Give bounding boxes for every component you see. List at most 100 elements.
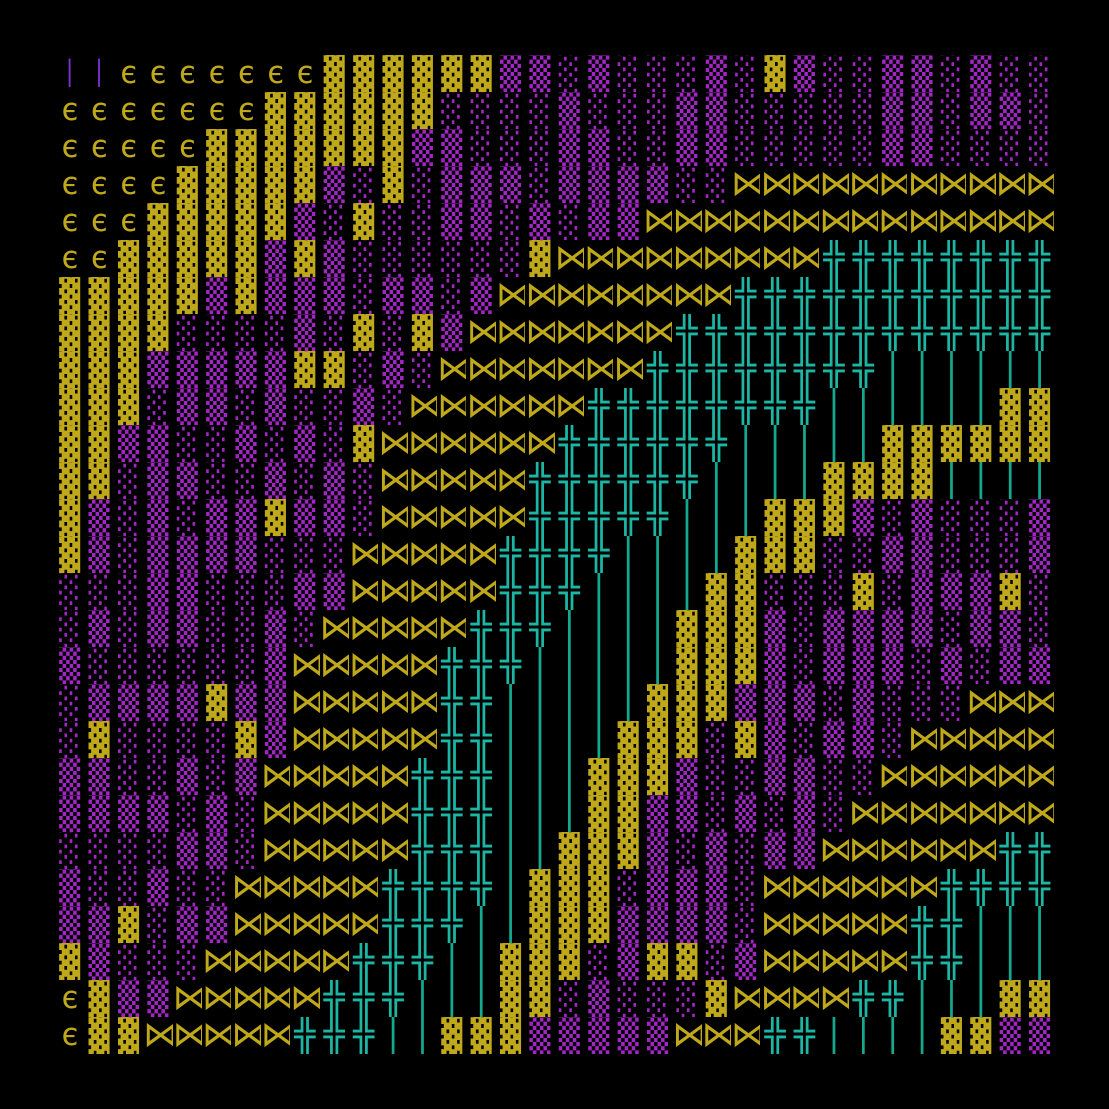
medium-shade-block: ▒ (235, 536, 257, 573)
bowtie-glyph: ⋈ (642, 240, 673, 277)
vertical-bar-glyph: │ (970, 388, 992, 425)
dense-mesh-block: ▓ (235, 240, 257, 277)
light-shade-block: ░ (470, 92, 492, 129)
medium-shade-block: ▒ (206, 906, 228, 943)
vertical-bar-glyph: │ (1029, 351, 1051, 388)
double-cross-glyph: ╬ (470, 721, 492, 758)
bowtie-glyph: ⋈ (584, 314, 614, 351)
light-shade-block: ░ (323, 536, 345, 573)
bowtie-glyph: ⋈ (407, 388, 438, 425)
double-cross-glyph: ╬ (852, 980, 874, 1017)
dense-mesh-block: ▓ (676, 721, 698, 758)
medium-shade-block: ▒ (999, 92, 1021, 129)
bowtie-glyph: ⋈ (319, 795, 349, 832)
double-cross-glyph: ╬ (735, 388, 757, 425)
light-shade-block: ░ (735, 906, 757, 943)
double-cross-glyph: ╬ (588, 536, 610, 573)
vertical-bar-glyph: │ (617, 573, 639, 610)
double-cross-glyph: ╬ (353, 943, 375, 980)
light-shade-block: ░ (117, 462, 140, 499)
eye-glyph: є (89, 92, 109, 128)
medium-shade-block: ▒ (646, 795, 669, 832)
bowtie-glyph: ⋈ (966, 758, 996, 795)
vertical-bar-glyph: │ (588, 610, 610, 647)
double-cross-glyph: ╬ (999, 277, 1021, 314)
glyph-row: ▓ ▓ ▓ ▓ ▓ ▒ ▓ ▒ ▒ ▒ ░ ▒ ▒ ░ ▒ ⋈⋈⋈⋈⋈⋈⋈⋈╬ ╬ ╬ ╬ ╬ ╬ ╬ ╬ ╬ ╬ ╬ (55, 277, 1055, 314)
double-cross-glyph: ╬ (323, 980, 345, 1017)
light-shade-block: ░ (882, 499, 904, 536)
medium-shade-block: ▒ (558, 129, 580, 166)
light-shade-block: ░ (59, 832, 81, 869)
light-shade-block: ░ (59, 684, 81, 721)
double-cross-glyph: ╬ (588, 425, 610, 462)
dense-mesh-block: ▓ (705, 684, 727, 721)
medium-shade-block: ▒ (529, 203, 551, 240)
light-shade-block: ░ (353, 166, 375, 203)
bowtie-glyph: ⋈ (466, 499, 496, 536)
light-shade-block: ░ (676, 832, 698, 869)
light-shade-block: ░ (588, 92, 610, 129)
double-cross-glyph: ╬ (646, 388, 669, 425)
light-shade-block: ░ (793, 610, 815, 647)
glyph-row: ▓ ▒ ░ ░ ░ ⋈⋈⋈⋈⋈╬ ╬ ╬ │ │ ▓ ▓ ▓ ░ ▒ ▓ ▓ ░ ▒ ⋈⋈⋈⋈⋈╬ ╬ │ │ │ (55, 943, 1055, 980)
vertical-bar-glyph: │ (676, 499, 698, 536)
double-cross-glyph: ╬ (470, 869, 492, 906)
bowtie-glyph: ⋈ (525, 277, 555, 314)
medium-shade-block: ▒ (588, 55, 610, 92)
dense-mesh-block: ▓ (264, 203, 286, 240)
eye-glyph: є (236, 92, 256, 128)
vertical-bar-glyph: │ (529, 721, 551, 758)
medium-shade-block: ▒ (206, 832, 228, 869)
light-shade-block: ░ (176, 314, 198, 351)
vertical-bar-glyph: │ (646, 647, 669, 684)
dense-mesh-block: ▓ (558, 906, 580, 943)
dense-mesh-block: ▓ (235, 166, 257, 203)
bowtie-glyph: ⋈ (231, 980, 261, 1017)
medium-shade-block: ▒ (117, 425, 140, 462)
light-shade-block: ░ (852, 92, 874, 129)
glyph-row: ▓ ▓ ░ ▒ ▒ ░ ░ ▒ ░ ▒ ░ ⋈⋈⋈⋈⋈╬ ╬ ╬ ╬ ╬ ╬ │ │ │ │ ▓ ▓ ▓ ▓ │ │ │ │ (55, 462, 1055, 499)
medium-shade-block: ▒ (235, 425, 257, 462)
bowtie-glyph: ⋈ (290, 869, 320, 906)
double-cross-glyph: ╬ (735, 314, 757, 351)
bowtie-glyph: ⋈ (1024, 758, 1055, 795)
bowtie-glyph: ⋈ (495, 277, 526, 314)
double-cross-glyph: ╬ (588, 462, 610, 499)
light-shade-block: ░ (793, 92, 815, 129)
double-cross-glyph: ╬ (646, 499, 669, 536)
vertical-bar-glyph: │ (529, 684, 551, 721)
dense-mesh-block: ▓ (588, 869, 610, 906)
dense-mesh-block: ▓ (676, 684, 698, 721)
light-shade-block: ░ (353, 499, 375, 536)
dense-mesh-block: ▓ (382, 129, 404, 166)
bowtie-glyph: ⋈ (290, 721, 320, 758)
light-shade-block: ░ (294, 536, 316, 573)
glyph-row: є ▓ ▓ ⋈⋈⋈⋈⋈╬ ╬ ╬ │ │ ▓ ▓ ▓ ▒ ▒ ▒ ▒ ▒ ⋈⋈⋈╬ ╬ │ │ │ │ ▓ ▓ ▒ ▒ (55, 1017, 1055, 1054)
medium-shade-block: ▒ (147, 499, 169, 536)
medium-shade-block: ▒ (147, 536, 169, 573)
medium-shade-block: ▒ (823, 610, 845, 647)
vertical-bar-glyph: │ (588, 573, 610, 610)
bowtie-glyph: ⋈ (1024, 721, 1055, 758)
dense-mesh-block: ▓ (382, 166, 404, 203)
light-shade-block: ░ (206, 869, 228, 906)
bowtie-glyph: ⋈ (378, 499, 408, 536)
medium-shade-block: ▒ (470, 277, 492, 314)
light-shade-block: ░ (617, 980, 639, 1017)
dense-mesh-block: ▓ (676, 647, 698, 684)
light-shade-block: ░ (206, 758, 228, 795)
eye-glyph: є (148, 129, 168, 165)
double-cross-glyph: ╬ (882, 240, 904, 277)
light-shade-block: ░ (764, 795, 786, 832)
medium-shade-block: ▒ (588, 203, 610, 240)
double-cross-glyph: ╬ (617, 499, 639, 536)
double-cross-glyph: ╬ (441, 795, 463, 832)
medium-shade-block: ▒ (764, 647, 786, 684)
medium-shade-block: ▒ (882, 610, 904, 647)
vertical-bar-glyph: │ (411, 1017, 433, 1054)
medium-shade-block: ▒ (264, 684, 286, 721)
double-cross-glyph: ╬ (852, 240, 874, 277)
double-cross-glyph: ╬ (470, 832, 492, 869)
double-cross-glyph: ╬ (793, 1017, 815, 1054)
bowtie-glyph: ⋈ (348, 610, 379, 647)
